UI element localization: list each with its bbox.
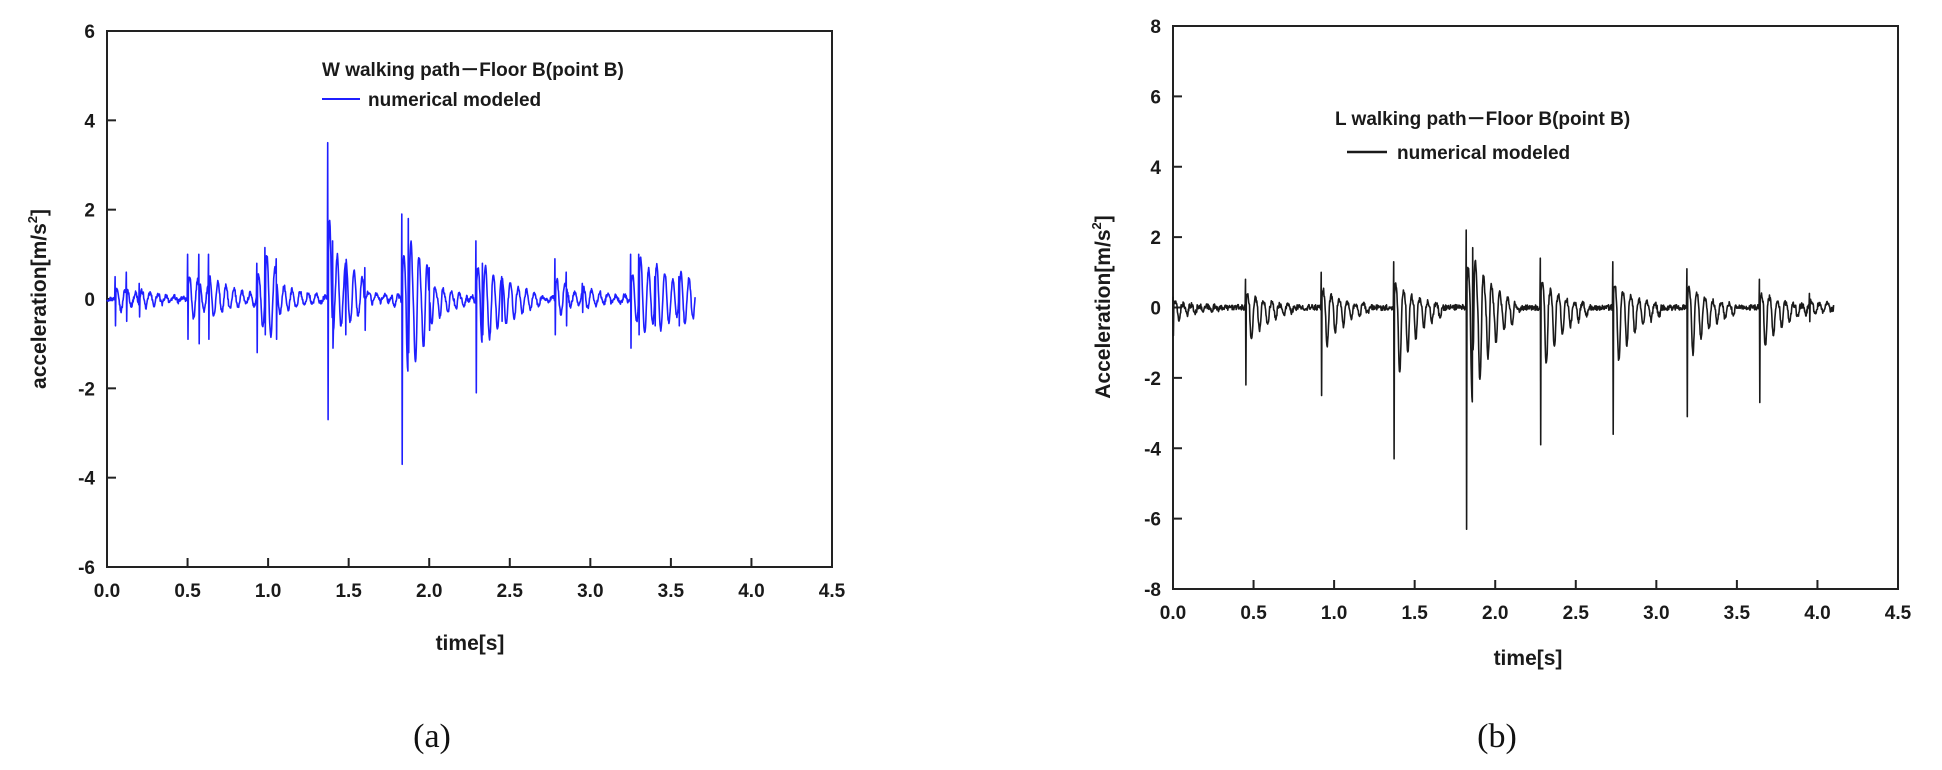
panel-label-a: (a) xyxy=(413,718,451,755)
chart-panel-a: -6 -4 -2 0 2 4 6 0.0 0.5 1.0 1.5 2.0 2.5 3.0 3.5 4.0 4.… xyxy=(25,22,846,755)
x-tick-label: 0.5 xyxy=(174,581,201,602)
y-axis-title-a: acceleration[m/s2] xyxy=(25,209,51,389)
x-tick-label: 4.5 xyxy=(819,581,846,602)
x-ticks-a: 0.0 0.5 1.0 1.5 2.0 2.5 3.0 3.5 4.0 4.5 xyxy=(94,558,846,602)
x-tick-label: 2.0 xyxy=(416,581,442,602)
x-tick-label: 1.0 xyxy=(255,581,281,602)
legend-label-a: numerical modeled xyxy=(368,90,541,111)
y-tick-label: 4 xyxy=(1150,158,1161,179)
y-tick-label: 2 xyxy=(84,201,95,222)
x-tick-label: 2.5 xyxy=(1563,603,1590,624)
x-tick-label: 4.0 xyxy=(738,581,764,602)
series-line xyxy=(106,141,696,466)
x-tick-label: 3.0 xyxy=(1643,603,1669,624)
y-tick-label: 6 xyxy=(1150,87,1161,108)
x-tick-label: 0.0 xyxy=(94,581,120,602)
y-tick-label: -6 xyxy=(1144,510,1161,531)
y-tick-label: 8 xyxy=(1150,17,1161,38)
x-tick-label: 3.0 xyxy=(577,581,603,602)
y-tick-label: 4 xyxy=(84,111,95,132)
x-tick-label: 0.0 xyxy=(1160,603,1186,624)
series-b xyxy=(1172,229,1835,530)
y-tick-label: -2 xyxy=(78,379,95,400)
legend-title-a: W walking path－Floor B(point B) xyxy=(322,60,624,81)
x-ticks-b: 0.0 0.5 1.0 1.5 2.0 2.5 3.0 3.5 4.0 4.5 xyxy=(1160,580,1912,624)
x-tick-label: 2.5 xyxy=(497,581,524,602)
chart-panel-b: -8 -6 -4 -2 0 2 4 6 8 0.0 0.5 1.0 1.5 2.0 2.5 3.0 3.5 4.… xyxy=(1089,17,1912,755)
y-tick-label: -4 xyxy=(78,469,95,490)
x-axis-title-b: time[s] xyxy=(1494,647,1563,670)
y-tick-label: -8 xyxy=(1144,580,1161,601)
y-tick-label: 0 xyxy=(1150,299,1161,320)
x-tick-label: 4.0 xyxy=(1804,603,1830,624)
y-axis-title-b: Acceleration[m/s2] xyxy=(1089,215,1115,398)
x-tick-label: 1.5 xyxy=(335,581,362,602)
y-tick-label: -4 xyxy=(1144,439,1161,460)
x-tick-label: 3.5 xyxy=(658,581,685,602)
y-tick-label: -2 xyxy=(1144,369,1161,390)
x-axis-title-a: time[s] xyxy=(436,632,505,655)
x-tick-label: 2.0 xyxy=(1482,603,1508,624)
legend-title-b: L walking path－Floor B(point B) xyxy=(1335,109,1630,130)
series-line xyxy=(1172,229,1835,530)
legend-label-b: numerical modeled xyxy=(1397,143,1570,164)
y-ticks-b: -8 -6 -4 -2 0 2 4 6 8 xyxy=(1144,17,1182,601)
x-tick-label: 4.5 xyxy=(1885,603,1912,624)
y-tick-label: 6 xyxy=(84,22,95,43)
series-a xyxy=(106,141,696,466)
y-tick-label: 2 xyxy=(1150,228,1161,249)
x-tick-label: 3.5 xyxy=(1724,603,1751,624)
y-ticks-a: -6 -4 -2 0 2 4 6 xyxy=(78,22,116,579)
x-tick-label: 1.5 xyxy=(1401,603,1428,624)
panel-label-b: (b) xyxy=(1477,718,1517,755)
y-tick-label: -6 xyxy=(78,558,95,579)
x-tick-label: 1.0 xyxy=(1321,603,1347,624)
x-tick-label: 0.5 xyxy=(1240,603,1267,624)
y-tick-label: 0 xyxy=(84,290,95,311)
